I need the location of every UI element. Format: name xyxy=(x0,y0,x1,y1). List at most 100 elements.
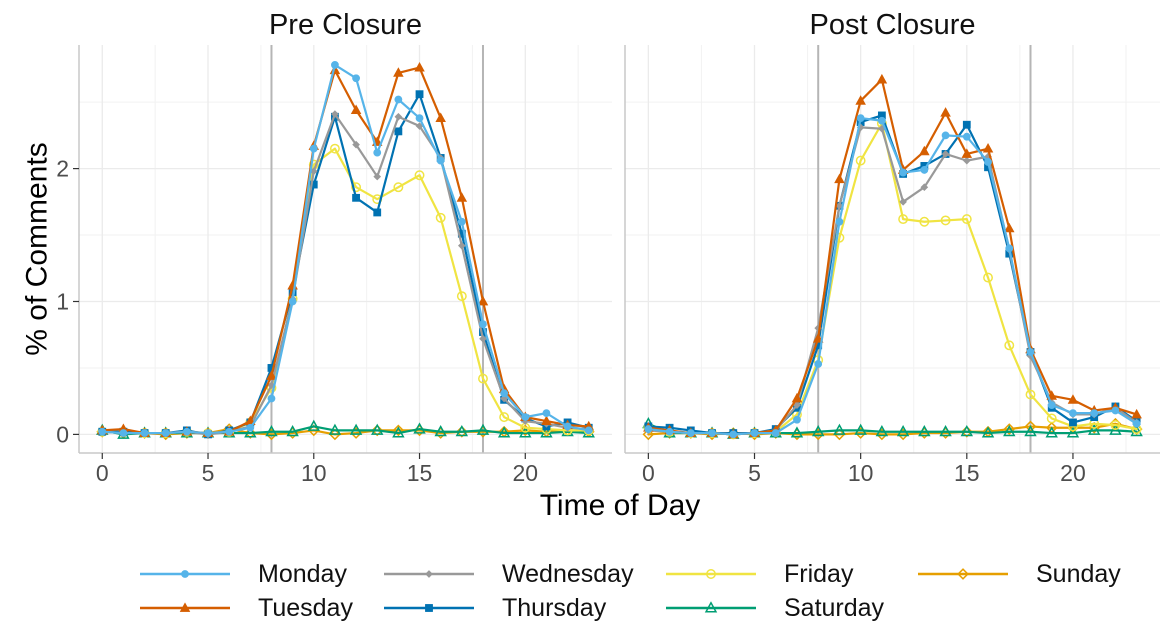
data-point-saturday xyxy=(434,424,447,437)
data-point-sunday xyxy=(960,425,973,438)
y-tick-label: 2 xyxy=(56,156,69,182)
data-point-monday xyxy=(708,429,716,437)
legend-key-marker xyxy=(957,568,969,580)
data-point-monday xyxy=(1132,419,1141,428)
data-point-monday xyxy=(899,168,908,177)
data-point-monday xyxy=(352,74,360,83)
legend-key-marker xyxy=(425,570,433,578)
data-point-saturday xyxy=(413,422,426,434)
series-line-friday xyxy=(101,147,590,435)
data-point-saturday xyxy=(392,426,405,438)
data-point-friday xyxy=(1004,340,1015,351)
series-line-tuesday xyxy=(647,78,1138,436)
data-point-thursday xyxy=(394,127,403,136)
legend-label: Thursday xyxy=(502,594,607,622)
data-point-tuesday xyxy=(350,104,362,115)
series-monday xyxy=(644,114,1141,439)
legend-label: Wednesday xyxy=(502,560,634,588)
data-point-wednesday xyxy=(352,140,360,149)
legend-key-marker xyxy=(704,601,718,613)
data-point-sunday xyxy=(833,428,846,441)
data-point-monday xyxy=(644,425,653,433)
data-point-saturday xyxy=(939,424,952,437)
data-point-monday xyxy=(542,409,551,418)
data-point-wednesday xyxy=(479,334,487,343)
series-friday xyxy=(97,143,594,439)
panel-post-closure: Post Closure 0 5 10 15 20 xyxy=(624,9,1160,486)
data-point-friday xyxy=(329,143,340,154)
data-point-thursday xyxy=(415,90,424,99)
data-point-monday xyxy=(521,413,530,422)
data-point-tuesday xyxy=(812,333,824,343)
data-point-monday xyxy=(771,429,780,437)
data-point-saturday xyxy=(811,424,825,437)
data-point-monday xyxy=(814,360,823,368)
data-point-monday xyxy=(309,144,318,153)
x-tick-label: 0 xyxy=(642,460,655,486)
data-point-friday xyxy=(961,214,972,225)
data-point-sunday xyxy=(307,424,320,437)
data-point-tuesday xyxy=(435,112,446,122)
data-point-sunday xyxy=(329,428,341,441)
data-point-tuesday xyxy=(855,95,866,105)
data-point-sunday xyxy=(1003,423,1016,435)
data-point-saturday xyxy=(455,424,469,437)
data-point-monday xyxy=(500,389,509,398)
legend-item-saturday: Saturday xyxy=(666,594,885,622)
series-thursday xyxy=(644,111,1141,437)
legend-key-marker xyxy=(425,604,433,612)
data-point-monday xyxy=(1069,409,1077,418)
legend-label: Sunday xyxy=(1036,560,1121,588)
series-tuesday xyxy=(643,73,1142,439)
data-point-thursday xyxy=(1069,418,1077,427)
data-point-monday xyxy=(288,297,297,306)
data-point-tuesday xyxy=(1067,394,1079,404)
x-axis-title: Time of Day xyxy=(540,489,701,522)
data-point-tuesday xyxy=(919,145,930,156)
data-point-sunday xyxy=(642,428,655,441)
data-point-monday xyxy=(436,156,445,165)
data-point-monday xyxy=(920,166,929,174)
series-line-thursday xyxy=(101,93,590,436)
legend-item-tuesday: Tuesday xyxy=(140,594,353,622)
data-point-monday xyxy=(1026,348,1035,356)
data-point-monday xyxy=(246,423,255,432)
data-point-friday xyxy=(351,182,362,193)
data-point-friday xyxy=(435,212,446,223)
data-point-saturday xyxy=(854,423,867,435)
panel-pre-closure: Pre Closure 0 5 10 15 20 0 1 2 xyxy=(56,9,612,486)
data-point-monday xyxy=(415,114,424,122)
data-point-tuesday xyxy=(541,415,552,426)
data-point-sunday xyxy=(371,424,384,437)
legend-item-sunday: Sunday xyxy=(918,560,1121,588)
data-point-monday xyxy=(1047,401,1056,410)
panel-title: Post Closure xyxy=(809,9,975,41)
data-point-tuesday xyxy=(414,61,425,72)
panel-title: Pre Closure xyxy=(269,9,422,41)
legend-item-wednesday: Wednesday xyxy=(384,560,634,588)
data-point-wednesday xyxy=(331,110,339,118)
data-point-friday xyxy=(855,155,866,166)
data-point-monday xyxy=(225,427,234,436)
series-line-wednesday xyxy=(101,113,590,436)
legend-item-thursday: Thursday xyxy=(384,594,607,622)
data-point-monday xyxy=(750,429,759,437)
data-point-sunday xyxy=(392,424,405,437)
data-point-monday xyxy=(267,394,276,403)
x-tick-label: 10 xyxy=(848,460,874,486)
data-point-friday xyxy=(983,272,993,283)
data-point-wednesday xyxy=(458,241,466,250)
data-point-monday xyxy=(331,61,339,69)
x-tick-label: 0 xyxy=(96,460,109,486)
x-tick-label: 20 xyxy=(1060,460,1086,486)
data-point-saturday xyxy=(960,424,974,437)
y-tick-label: 1 xyxy=(56,288,69,314)
data-point-monday xyxy=(394,95,403,104)
data-point-saturday xyxy=(519,426,532,438)
data-point-friday xyxy=(478,373,488,384)
data-point-monday xyxy=(479,320,487,328)
data-point-monday xyxy=(204,429,212,437)
x-tick-label: 5 xyxy=(748,460,761,486)
series-line-friday xyxy=(647,122,1138,436)
data-point-wednesday xyxy=(793,401,801,409)
